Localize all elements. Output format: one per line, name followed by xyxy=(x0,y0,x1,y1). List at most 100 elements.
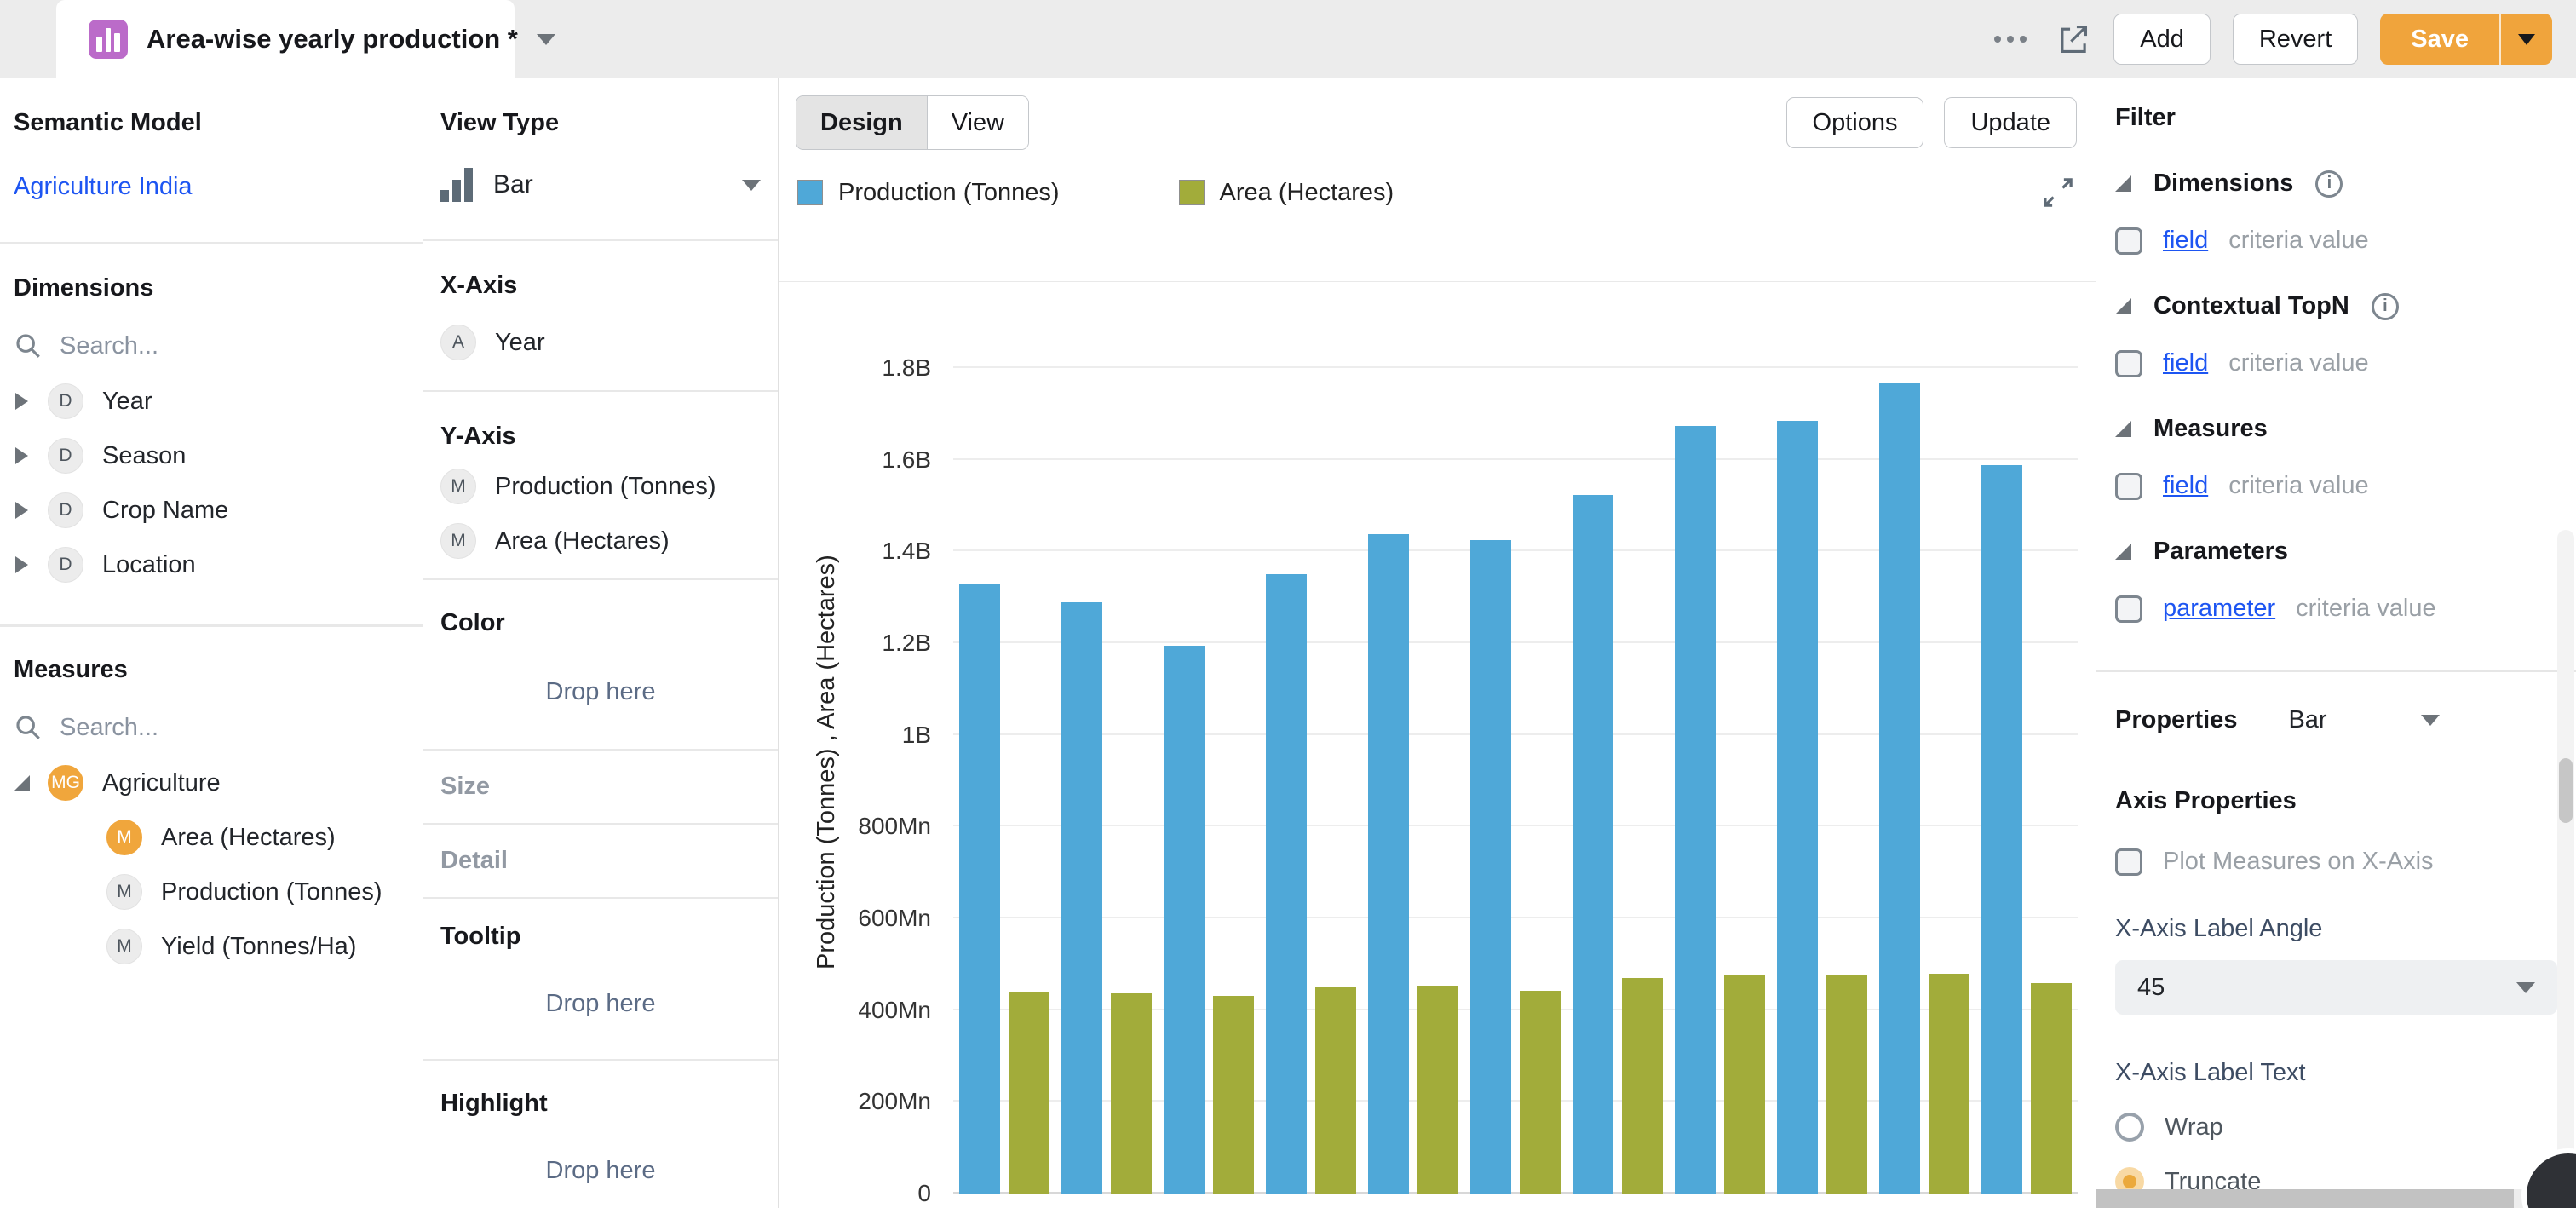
filter-checkbox[interactable] xyxy=(2115,227,2142,255)
top-bar: Area-wise yearly production * Add Revert… xyxy=(0,0,2576,78)
dimension-item-location[interactable]: DLocation xyxy=(0,538,423,592)
bar-area-hectares--2020-21[interactable] xyxy=(1622,978,1663,1194)
filter-section-label: Dimensions xyxy=(2153,170,2293,198)
dimension-label: Location xyxy=(102,551,196,579)
dimensions-search-input[interactable] xyxy=(60,332,315,360)
dimension-item-year[interactable]: DYear xyxy=(0,374,423,429)
revert-button[interactable]: Revert xyxy=(2233,14,2358,65)
color-drop-zone[interactable]: Drop here xyxy=(423,678,778,706)
filter-field-link[interactable]: parameter xyxy=(2163,595,2275,623)
y-tick-label: 600Mn xyxy=(761,905,931,932)
filter-checkbox[interactable] xyxy=(2115,595,2142,623)
properties-chart-type-select[interactable]: Bar xyxy=(2288,706,2439,734)
measure-item-production-tonnes-[interactable]: MProduction (Tonnes) xyxy=(0,865,423,919)
bar-group-2022-23: 2022-23 xyxy=(1771,331,1873,1194)
wrap-radio[interactable] xyxy=(2115,1113,2144,1142)
x-axis-label-angle-select[interactable]: 45 xyxy=(2115,960,2557,1015)
legend-item-production[interactable]: Production (Tonnes) xyxy=(797,179,1060,207)
options-button[interactable]: Options xyxy=(1786,97,1924,148)
dimension-item-crop-name[interactable]: D Crop Name xyxy=(0,483,423,538)
save-button[interactable]: Save xyxy=(2380,14,2499,65)
expand-icon[interactable] xyxy=(15,447,28,464)
measure-item-area-hectares-[interactable]: MArea (Hectares) xyxy=(0,810,423,865)
collapse-icon[interactable] xyxy=(2115,175,2131,192)
semantic-model-heading: Semantic Model xyxy=(0,109,423,137)
y-axis-field-production-tonnes-[interactable]: MProduction (Tonnes) xyxy=(440,461,761,512)
info-icon[interactable]: i xyxy=(2315,170,2343,198)
dimension-badge: D xyxy=(48,383,83,419)
collapse-icon[interactable] xyxy=(2115,298,2131,314)
horizontal-scrollbar[interactable] xyxy=(2096,1189,2576,1208)
semantic-model-link[interactable]: Agriculture India xyxy=(14,173,193,200)
highlight-drop-zone[interactable]: Drop here xyxy=(423,1157,778,1185)
expand-icon[interactable] xyxy=(15,502,28,519)
bar-production-tonnes--2019-20[interactable] xyxy=(1470,540,1511,1194)
bar-area-hectares--2021-22[interactable] xyxy=(1724,975,1765,1194)
document-tab[interactable]: Area-wise yearly production * xyxy=(56,0,515,78)
export-icon[interactable] xyxy=(2056,21,2091,57)
floating-action-button[interactable] xyxy=(2521,1148,2576,1208)
bar-area-hectares--2017-18[interactable] xyxy=(1315,987,1356,1194)
save-dropdown-button[interactable] xyxy=(2499,14,2552,65)
more-options-icon[interactable] xyxy=(1987,36,2033,43)
measures-search-input[interactable] xyxy=(60,714,315,742)
bar-area-hectares--2015-16[interactable] xyxy=(1111,993,1152,1194)
filter-criteria-row: fieldcriteria value xyxy=(2096,472,2576,500)
bar-groups: 2014-152015-162016-172017-182018-192019-… xyxy=(953,331,2078,1194)
bar-production-tonnes--2023-24[interactable] xyxy=(1879,383,1920,1194)
collapse-icon[interactable] xyxy=(2115,544,2131,560)
legend-item-area[interactable]: Area (Hectares) xyxy=(1179,179,1394,207)
bar-production-tonnes--2022-23[interactable] xyxy=(1777,421,1818,1194)
filter-field-link[interactable]: field xyxy=(2163,227,2208,255)
dimension-badge: D xyxy=(48,492,83,528)
bar-production-tonnes--2014-15[interactable] xyxy=(959,584,1000,1194)
axis-properties-heading: Axis Properties xyxy=(2096,787,2576,815)
measure-group-agriculture[interactable]: MG Agriculture xyxy=(0,756,423,810)
bar-production-tonnes--2016-17[interactable] xyxy=(1164,646,1205,1194)
measure-item-yield-tonnes-ha-[interactable]: MYield (Tonnes/Ha) xyxy=(0,919,423,974)
bar-production-tonnes--2017-18[interactable] xyxy=(1266,574,1307,1194)
bar-area-hectares--2014-15[interactable] xyxy=(1009,992,1049,1194)
collapse-icon[interactable] xyxy=(2115,421,2131,437)
bar-group-2023-24: 2023-24 xyxy=(1873,331,1975,1194)
expand-icon[interactable] xyxy=(15,393,28,410)
filter-checkbox[interactable] xyxy=(2115,350,2142,377)
filter-section-label: Contextual TopN xyxy=(2153,292,2349,320)
tab-view[interactable]: View xyxy=(928,96,1028,149)
bar-production-tonnes--2024-25[interactable] xyxy=(1981,465,2022,1194)
x-axis-field-year[interactable]: A Year xyxy=(440,317,761,368)
y-axis-field-area-hectares-[interactable]: MArea (Hectares) xyxy=(440,515,761,567)
bar-area-hectares--2016-17[interactable] xyxy=(1213,996,1254,1194)
measures-heading: Measures xyxy=(0,656,423,684)
bar-production-tonnes--2021-22[interactable] xyxy=(1675,426,1716,1194)
chevron-down-icon[interactable] xyxy=(537,34,555,45)
search-icon xyxy=(14,331,43,360)
bar-area-hectares--2018-19[interactable] xyxy=(1417,986,1458,1194)
update-button[interactable]: Update xyxy=(1944,97,2077,148)
plot-measures-checkbox[interactable] xyxy=(2115,848,2142,876)
info-icon[interactable]: i xyxy=(2372,293,2399,320)
add-button[interactable]: Add xyxy=(2113,14,2211,65)
bar-area-hectares--2024-25[interactable] xyxy=(2031,983,2072,1194)
collapse-icon[interactable] xyxy=(14,775,30,791)
bar-production-tonnes--2018-19[interactable] xyxy=(1368,534,1409,1194)
dimension-label: Crop Name xyxy=(102,497,228,525)
tab-design[interactable]: Design xyxy=(796,96,928,149)
vertical-scrollbar[interactable] xyxy=(2557,530,2574,1208)
expand-icon[interactable] xyxy=(15,556,28,573)
bar-area-hectares--2023-24[interactable] xyxy=(1929,974,1969,1194)
fullscreen-icon[interactable] xyxy=(2039,174,2077,211)
dimensions-heading: Dimensions xyxy=(0,274,423,302)
bar-production-tonnes--2020-21[interactable] xyxy=(1573,495,1613,1194)
x-axis-label-angle-label: X-Axis Label Angle xyxy=(2096,915,2576,943)
tooltip-drop-zone[interactable]: Drop here xyxy=(423,990,778,1018)
filter-field-link[interactable]: field xyxy=(2163,472,2208,500)
view-type-select[interactable]: Bar xyxy=(423,168,778,202)
dimension-item-season[interactable]: DSeason xyxy=(0,429,423,483)
bar-area-hectares--2022-23[interactable] xyxy=(1826,975,1867,1194)
bar-area-hectares--2019-20[interactable] xyxy=(1520,991,1561,1194)
filter-checkbox[interactable] xyxy=(2115,473,2142,500)
filter-field-link[interactable]: field xyxy=(2163,349,2208,377)
bar-production-tonnes--2015-16[interactable] xyxy=(1061,602,1102,1194)
filter-heading: Filter xyxy=(2096,78,2576,132)
